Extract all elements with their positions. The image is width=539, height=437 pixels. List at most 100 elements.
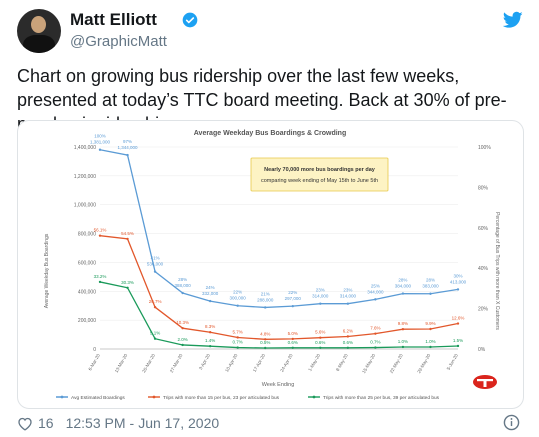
data-point: [319, 302, 322, 305]
data-point: [319, 336, 322, 339]
data-point: [153, 270, 157, 273]
twitter-bird-icon[interactable]: [503, 11, 523, 29]
data-point: [374, 298, 377, 301]
data-point: [291, 304, 294, 308]
data-label: 54.5%: [121, 231, 134, 236]
data-label: 21%: [261, 291, 270, 296]
data-label: 384,000: [395, 284, 412, 289]
verified-badge-icon: [182, 12, 198, 28]
data-label: 20.7%: [149, 299, 162, 304]
x-tick-label: 22-May-20: [389, 353, 404, 375]
data-point: [264, 306, 267, 309]
data-label: 30%: [453, 273, 462, 278]
right-tick-label: 40%: [478, 266, 489, 272]
data-label: 0.7%: [233, 340, 243, 345]
data-label: 28%: [398, 278, 407, 283]
data-label: 10.3%: [176, 320, 189, 325]
x-tick-label: 5-Jun-20: [446, 353, 459, 371]
data-point: [208, 344, 212, 348]
data-point: [126, 286, 129, 289]
x-tick-label: 13-Mar-20: [114, 353, 129, 374]
data-point: [236, 336, 239, 339]
data-label: 56.1%: [94, 228, 107, 233]
author-avatar[interactable]: [17, 9, 61, 53]
data-label: 1.0%: [398, 339, 408, 344]
ttc-logo: [473, 375, 497, 389]
right-tick-label: 60%: [478, 226, 489, 232]
tweet-date[interactable]: Jun 17, 2020: [138, 415, 220, 431]
data-label: 0.7%: [370, 340, 380, 345]
data-label: 6.2%: [343, 328, 353, 333]
left-tick-label: 1,000,000: [74, 203, 96, 209]
y-axis-right-label: Percentage of Bus Trips with more than X…: [494, 212, 500, 330]
legend-marker: [152, 395, 156, 399]
data-point: [429, 345, 432, 349]
x-tick-label: 3-Apr-20: [198, 353, 211, 371]
data-label: 300,000: [230, 296, 247, 301]
x-axis-label: Week Ending: [262, 382, 295, 388]
callout-line-1: Nearly 70,000 more bus boardings per day: [264, 167, 376, 173]
data-point: [319, 346, 322, 349]
author-name[interactable]: Matt Elliott: [70, 10, 157, 29]
tweet-time[interactable]: 12:53 PM: [65, 415, 126, 431]
data-point: [98, 280, 102, 284]
data-label: 2.0%: [177, 337, 187, 342]
data-point: [208, 299, 212, 303]
data-point: [374, 346, 377, 349]
data-label: 0.5%: [260, 340, 270, 345]
info-icon[interactable]: [503, 414, 520, 431]
x-axis-ticks: 6-Mar-20 13-Mar-20 20-Mar-20 27-Mar-20 3-Apr…: [87, 353, 459, 375]
y-axis-left-label: Average Weekday Bus Boardings: [44, 233, 50, 308]
x-tick-label: 17-Apr-20: [252, 353, 267, 373]
data-point: [456, 288, 460, 291]
left-tick-label: 800,000: [78, 232, 96, 238]
data-label: 344,000: [367, 289, 384, 294]
data-label: 5.6%: [315, 330, 325, 335]
left-axis-ticks: 1,400,000 1,200,000 1,000,000 800,000 600,00…: [74, 145, 96, 353]
data-point: [456, 322, 460, 325]
left-tick-label: 1,400,000: [74, 145, 96, 151]
right-tick-label: 80%: [478, 185, 489, 191]
left-tick-label: 0: [93, 347, 96, 353]
data-label: 12.6%: [452, 316, 465, 321]
right-tick-label: 20%: [478, 307, 489, 313]
tweet-media-image[interactable]: Average Weekday Bus Boardings & Crowding…: [17, 120, 524, 409]
callout-line-2: comparing week ending of May 15th to Jun…: [261, 178, 378, 184]
data-label: 4.8%: [260, 331, 270, 336]
left-tick-label: 1,200,000: [74, 174, 96, 180]
data-label: 5.7%: [233, 329, 243, 334]
data-label: 28%: [426, 278, 435, 283]
data-point: [401, 345, 405, 349]
point-labels: 100%1,381,000 97%1,344,00041%536,00028%38…: [90, 134, 467, 345]
data-label: 383,000: [422, 284, 439, 289]
data-point: [98, 234, 102, 237]
data-label: 23%: [316, 288, 325, 293]
data-point: [291, 346, 294, 349]
x-tick-label: 29-May-20: [416, 353, 431, 375]
author-handle[interactable]: @GraphicMatt: [70, 33, 167, 50]
data-label: 97%: [123, 139, 132, 144]
like-count[interactable]: 16: [38, 415, 54, 431]
data-label: 1.4%: [205, 338, 215, 343]
data-label: 8.3%: [205, 324, 215, 329]
right-axis-ticks: 100% 80% 60% 40% 20% 0%: [478, 145, 491, 353]
heart-icon[interactable]: [17, 416, 33, 431]
data-point: [346, 335, 350, 338]
x-tick-label: 27-Mar-20: [169, 353, 184, 374]
data-label: 100%: [94, 134, 106, 139]
x-tick-label: 1-May-20: [307, 353, 321, 372]
data-point: [181, 326, 184, 330]
data-point: [181, 343, 184, 347]
right-tick-label: 100%: [478, 145, 491, 151]
data-label: 1,381,000: [90, 140, 111, 145]
x-tick-label: 6-Mar-20: [87, 353, 101, 372]
data-point: [153, 305, 157, 309]
data-label: 1.5%: [453, 338, 463, 343]
legend-label: Avg Estimated Boardings: [71, 395, 125, 401]
left-tick-label: 200,000: [78, 318, 96, 324]
data-label: 314,000: [312, 294, 329, 299]
data-point: [98, 148, 102, 151]
x-tick-label: 20-Mar-20: [141, 353, 156, 374]
x-tick-label: 10-Apr-20: [224, 353, 239, 373]
data-point: [153, 337, 157, 340]
